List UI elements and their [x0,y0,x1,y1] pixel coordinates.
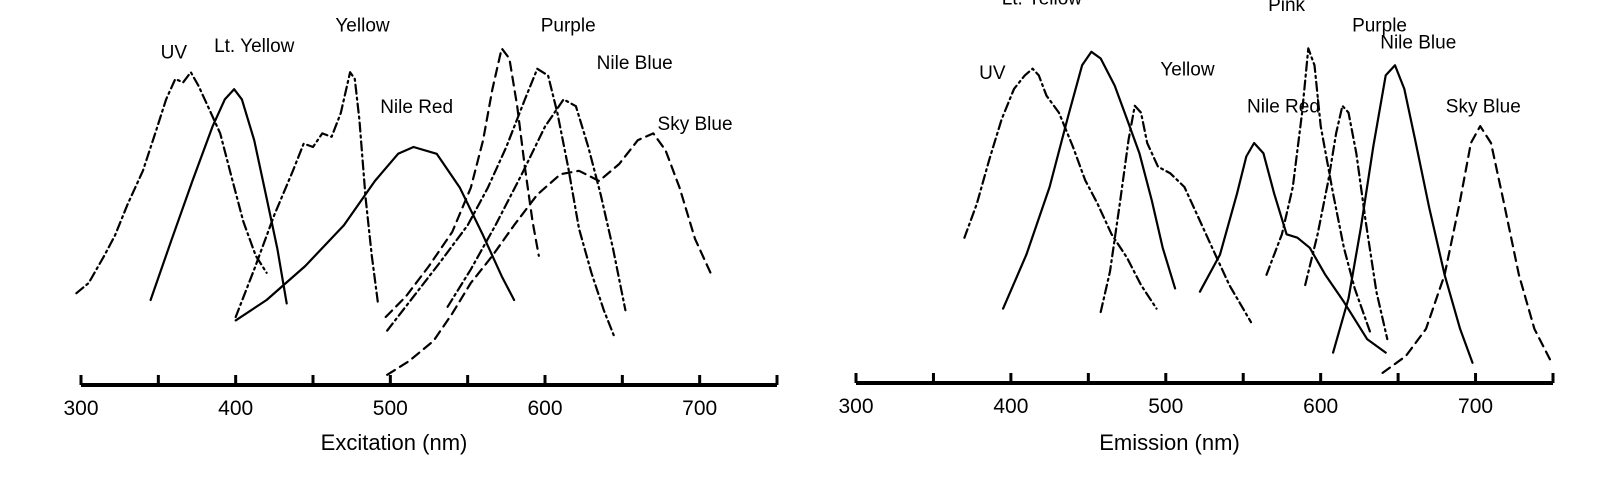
excitation-tick-label: 400 [218,397,253,420]
emission-series-label-sky-blue: Sky Blue [1446,97,1521,118]
emission-x-axis-label: Emission (nm) [1099,430,1240,455]
emission-series-uv [963,67,1158,310]
emission-series-nile-red [1198,141,1387,354]
excitation-series-label-yellow: Yellow [335,15,390,36]
excitation-series-purple [386,67,616,339]
excitation-tick-label: 600 [527,397,562,420]
emission-tick-label: 300 [838,395,873,418]
excitation-series-uv [75,71,268,295]
emission-series-label-lt-yellow: Lt. Yellow [1002,0,1083,9]
excitation-series-label-pink: Pink [483,0,520,2]
excitation-series-label-nile-blue: Nile Blue [597,53,673,74]
excitation-x-axis-label: Excitation (nm) [321,430,468,455]
excitation-series-nile-blue [446,98,627,312]
excitation-series-nile-red [234,145,516,322]
emission-tick-label: 600 [1303,395,1338,418]
emission-series-nile-blue [1332,64,1474,364]
emission-panel: 300 400 500 600 700 Emission (nm) UV Lt. Yellow… [838,0,1555,455]
emission-series-pink [1265,47,1372,334]
emission-series-yellow [1099,104,1253,324]
emission-series-sky-blue [1381,125,1551,374]
emission-tick-label: 400 [993,395,1028,418]
excitation-series-label-lt-yellow: Lt. Yellow [214,36,295,57]
excitation-tick-label: 700 [682,397,717,420]
excitation-series-sky-blue [386,132,712,376]
emission-tick-label: 700 [1458,395,1493,418]
emission-series-label-yellow: Yellow [1160,59,1215,80]
excitation-panel: 300 400 500 600 700 Excitation (nm) UV Lt. Yell… [63,0,779,455]
emission-series-label-purple: Purple [1352,15,1407,36]
emission-series-label-uv: UV [979,63,1006,84]
excitation-series-yellow [234,71,380,319]
excitation-tick-label: 300 [63,397,98,420]
emission-series-purple [1304,104,1389,341]
excitation-series-label-purple: Purple [541,15,596,36]
emission-series-label-pink: Pink [1268,0,1305,16]
emission-series-label-nile-red: Nile Red [1247,97,1320,118]
excitation-series-label-uv: UV [161,43,188,64]
emission-tick-label: 500 [1148,395,1183,418]
excitation-tick-label: 500 [373,397,408,420]
excitation-series-label-nile-red: Nile Red [380,97,453,118]
excitation-series-label-sky-blue: Sky Blue [658,114,733,135]
emission-series-lt-yellow [1002,50,1177,310]
excitation-series-lt-yellow [149,88,288,305]
emission-series-label-nile-blue: Nile Blue [1380,32,1456,53]
excitation-series-pink [384,47,540,319]
